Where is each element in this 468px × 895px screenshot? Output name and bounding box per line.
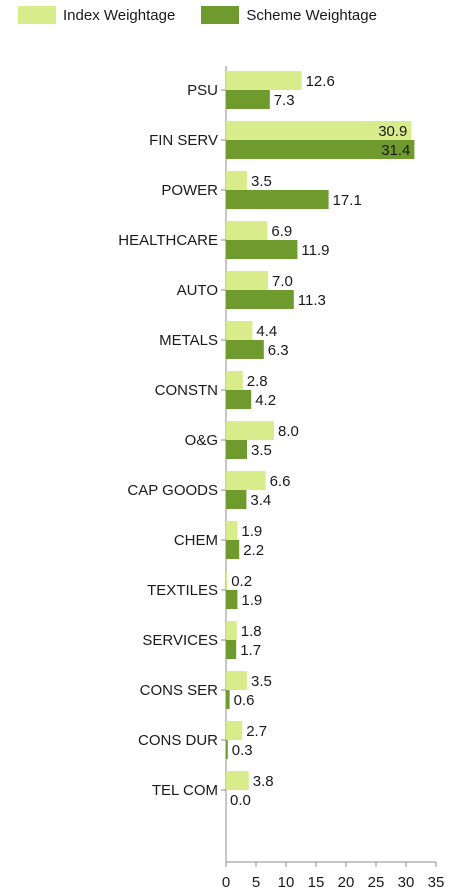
data-label-scheme-weightage-tel-com: 0.0 (230, 792, 251, 809)
legend-swatch-index-weightage (18, 6, 56, 24)
data-label-index-weightage-power: 3.5 (251, 173, 272, 190)
data-label-scheme-weightage-healthcare: 11.9 (301, 242, 329, 259)
bar-scheme-weightage-cap-goods (226, 490, 247, 509)
bar-index-weightage-healthcare (226, 221, 268, 240)
data-label-index-weightage-cons-ser: 3.5 (251, 673, 272, 690)
chart-legend: Index Weightage Scheme Weightage (18, 6, 403, 24)
legend-label-index-weightage: Index Weightage (63, 6, 176, 24)
data-label-index-weightage-textiles: 0.2 (231, 573, 252, 590)
category-label-textiles: TEXTILES (147, 582, 218, 599)
bar-scheme-weightage-auto (226, 290, 294, 309)
x-tick-label: 15 (308, 874, 325, 891)
bar-scheme-weightage-constn (226, 390, 252, 409)
bar-index-weightage-constn (226, 371, 243, 390)
x-tick-label: 10 (278, 874, 295, 891)
data-label-scheme-weightage-cons-ser: 0.6 (234, 692, 255, 709)
data-label-scheme-weightage-services: 1.7 (240, 642, 261, 659)
data-label-index-weightage-constn: 2.8 (247, 373, 268, 390)
bar-scheme-weightage-psu (226, 90, 270, 109)
bar-scheme-weightage-healthcare (226, 240, 298, 259)
bar-scheme-weightage-power (226, 190, 329, 209)
data-label-index-weightage-chem: 1.9 (241, 523, 262, 540)
category-label-cons-ser: CONS SER (140, 682, 219, 699)
category-label-auto: AUTO (177, 282, 218, 299)
legend-item-index-weightage: Index Weightage (18, 6, 175, 24)
bar-index-weightage-metals (226, 321, 253, 340)
bar-index-weightage-power (226, 171, 247, 190)
category-label-fin-serv: FIN SERV (149, 132, 218, 149)
bar-scheme-weightage-services (226, 640, 237, 659)
data-label-scheme-weightage-oandg: 3.5 (251, 442, 272, 459)
legend-label-scheme-weightage: Scheme Weightage (246, 6, 377, 24)
category-label-cap-goods: CAP GOODS (127, 482, 218, 499)
data-label-index-weightage-fin-serv: 30.9 (378, 123, 407, 140)
category-label-tel-com: TEL COM (152, 782, 218, 799)
data-label-index-weightage-cons-dur: 2.7 (246, 723, 267, 740)
data-label-index-weightage-auto: 7.0 (272, 273, 293, 290)
bar-index-weightage-oandg (226, 421, 274, 440)
bar-index-weightage-services (226, 621, 237, 640)
bar-index-weightage-fin-serv (226, 121, 412, 140)
bar-index-weightage-tel-com (226, 771, 249, 790)
x-tick-label: 30 (398, 874, 415, 891)
x-tick-label: 20 (338, 874, 355, 891)
category-label-healthcare: HEALTHCARE (118, 232, 218, 249)
data-label-scheme-weightage-power: 17.1 (333, 192, 362, 209)
x-tick-label: 35 (428, 874, 445, 891)
category-label-metals: METALS (159, 332, 218, 349)
x-tick-label: 0 (222, 874, 230, 891)
bar-index-weightage-cons-dur (226, 721, 243, 740)
bar-index-weightage-auto (226, 271, 268, 290)
data-label-scheme-weightage-metals: 6.3 (268, 342, 289, 359)
data-label-scheme-weightage-auto: 11.3 (298, 292, 326, 309)
data-label-scheme-weightage-cap-goods: 3.4 (250, 492, 271, 509)
bar-index-weightage-textiles (226, 571, 228, 590)
x-tick-label: 25 (368, 874, 385, 891)
bar-scheme-weightage-textiles (226, 590, 238, 609)
bar-index-weightage-psu (226, 71, 302, 90)
category-label-constn: CONSTN (155, 382, 218, 399)
bar-scheme-weightage-fin-serv (226, 140, 415, 159)
x-tick-label: 5 (252, 874, 260, 891)
legend-item-scheme-weightage: Scheme Weightage (201, 6, 377, 24)
bar-index-weightage-cap-goods (226, 471, 266, 490)
bar-scheme-weightage-chem (226, 540, 240, 559)
data-label-index-weightage-metals: 4.4 (256, 323, 277, 340)
category-label-power: POWER (161, 182, 218, 199)
data-label-scheme-weightage-constn: 4.2 (255, 392, 276, 409)
data-label-scheme-weightage-fin-serv: 31.4 (381, 142, 410, 159)
bar-scheme-weightage-cons-dur (226, 740, 228, 759)
data-label-index-weightage-healthcare: 6.9 (271, 223, 292, 240)
category-label-psu: PSU (187, 82, 218, 99)
bar-scheme-weightage-oandg (226, 440, 247, 459)
category-label-chem: CHEM (174, 532, 218, 549)
category-label-oandg: O&G (185, 432, 218, 449)
category-label-cons-dur: CONS DUR (138, 732, 218, 749)
category-label-services: SERVICES (142, 632, 218, 649)
data-label-index-weightage-cap-goods: 6.6 (270, 473, 291, 490)
bar-scheme-weightage-metals (226, 340, 264, 359)
data-label-scheme-weightage-textiles: 1.9 (241, 592, 262, 609)
legend-swatch-scheme-weightage (201, 6, 240, 24)
data-label-scheme-weightage-cons-dur: 0.3 (232, 742, 253, 759)
bar-index-weightage-chem (226, 521, 238, 540)
data-label-index-weightage-psu: 12.6 (306, 73, 335, 90)
data-label-scheme-weightage-psu: 7.3 (274, 92, 295, 109)
data-label-index-weightage-tel-com: 3.8 (253, 773, 274, 790)
bar-index-weightage-cons-ser (226, 671, 247, 690)
data-label-index-weightage-services: 1.8 (241, 623, 262, 640)
data-label-index-weightage-oandg: 8.0 (278, 423, 299, 440)
bar-scheme-weightage-cons-ser (226, 690, 230, 709)
data-label-scheme-weightage-chem: 2.2 (243, 542, 264, 559)
